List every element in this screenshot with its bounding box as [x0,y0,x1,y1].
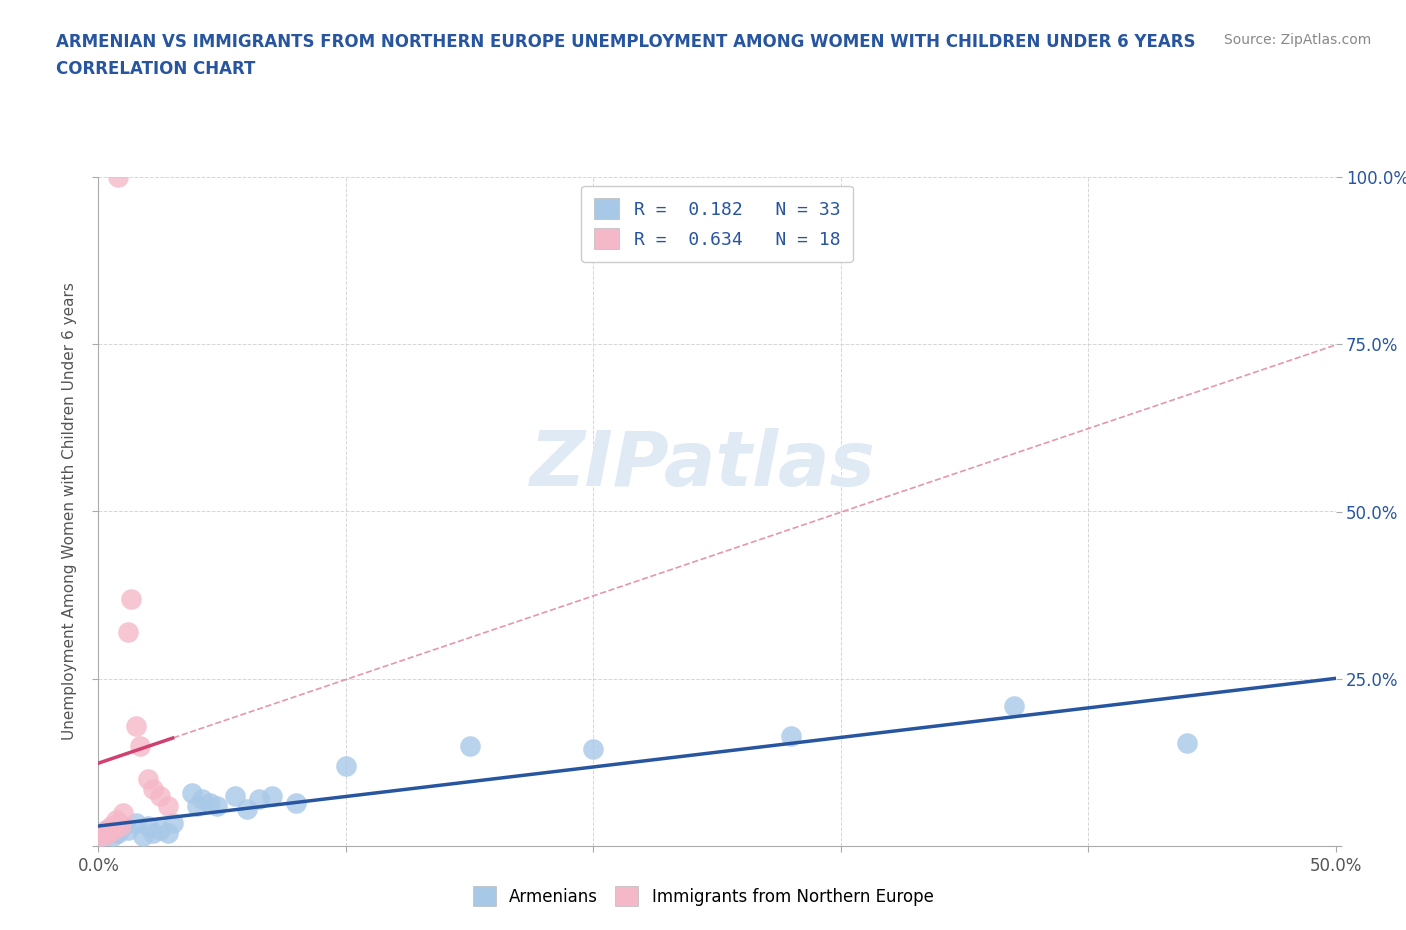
Point [205,799,228,814]
Point [110,818,132,833]
Point [94,822,117,837]
Point [117,625,139,640]
Point [104,812,127,827]
Point [136,772,159,787]
Point [780,728,803,743]
Point [458,738,481,753]
Point [132,829,155,844]
Point [335,759,357,774]
Point [100,818,122,833]
Point [247,792,270,807]
Point [136,818,159,833]
Point [103,829,125,844]
Point [112,818,135,833]
Point [93,829,115,844]
Point [1002,698,1025,713]
Legend: R =  0.182   N = 33, R =  0.634   N = 18: R = 0.182 N = 33, R = 0.634 N = 18 [581,186,853,261]
Point [156,826,179,841]
Point [142,782,165,797]
Point [97,827,120,842]
Point [107,169,129,184]
Point [191,792,214,807]
Point [149,789,172,804]
Point [100,826,122,841]
Text: ARMENIAN VS IMMIGRANTS FROM NORTHERN EUROPE UNEMPLOYMENT AMONG WOMEN WITH CHILDR: ARMENIAN VS IMMIGRANTS FROM NORTHERN EUR… [56,33,1195,50]
Point [112,805,135,820]
Point [186,799,208,814]
Y-axis label: Unemployment Among Women with Children Under 6 years: Unemployment Among Women with Children U… [62,283,77,740]
Point [149,822,172,837]
Point [107,826,129,841]
Text: ZIPatlas: ZIPatlas [530,428,876,502]
Point [181,785,204,800]
Point [124,816,146,830]
Point [103,822,125,837]
Point [156,799,179,814]
Point [124,718,146,733]
Point [198,795,221,810]
Point [224,789,246,804]
Point [90,826,112,841]
Point [1175,735,1198,750]
Point [260,789,283,804]
Legend: Armenians, Immigrants from Northern Europe: Armenians, Immigrants from Northern Euro… [465,880,941,912]
Text: CORRELATION CHART: CORRELATION CHART [56,60,256,78]
Point [97,827,120,842]
Text: Source: ZipAtlas.com: Source: ZipAtlas.com [1223,33,1371,46]
Point [90,829,112,844]
Point [142,826,165,841]
Point [94,822,117,837]
Point [104,822,127,837]
Point [582,742,605,757]
Point [117,822,139,837]
Point [93,826,115,841]
Point [129,738,152,753]
Point [120,591,142,606]
Point [285,795,308,810]
Point [236,802,259,817]
Point [107,816,129,830]
Point [162,816,184,830]
